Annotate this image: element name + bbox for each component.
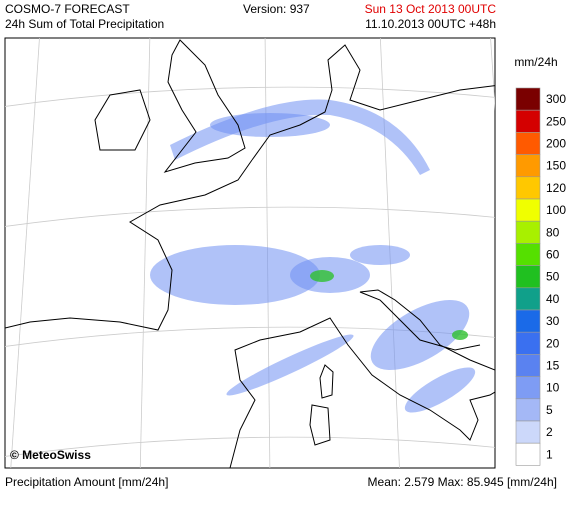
legend-label: 15	[546, 359, 560, 373]
legend-swatch	[515, 354, 541, 377]
precipitation	[150, 99, 476, 413]
footer-left: Precipitation Amount [mm/24h]	[5, 475, 168, 489]
run-time: 11.10.2013 00UTC +48h	[365, 17, 496, 31]
legend-swatch	[515, 87, 541, 111]
legend-swatch	[515, 420, 541, 444]
legend-swatch	[515, 287, 541, 311]
legend-swatch	[515, 109, 541, 133]
legend-unit: mm/24h	[514, 55, 557, 69]
legend-label: 30	[546, 314, 560, 328]
legend-swatch	[515, 220, 541, 244]
legend-swatch	[515, 154, 541, 178]
legend-swatch	[515, 132, 541, 155]
legend-swatch	[515, 331, 541, 355]
graticule	[5, 38, 495, 468]
legend-swatch	[515, 198, 541, 222]
legend-swatch	[515, 309, 541, 333]
legend-label: 50	[546, 270, 560, 284]
legend-label: 1	[546, 447, 553, 461]
legend-swatch	[515, 265, 541, 289]
map: © MeteoSwiss	[4, 37, 496, 469]
legend-swatch	[515, 376, 541, 400]
legend-label: 60	[546, 248, 560, 262]
legend-label: 80	[546, 225, 560, 239]
subtitle: 24h Sum of Total Precipitation	[5, 17, 164, 31]
legend-swatch	[515, 243, 541, 266]
title: COSMO-7 FORECAST	[5, 2, 130, 16]
legend-label: 300	[546, 92, 566, 106]
legend-swatch	[515, 398, 541, 422]
valid-time: Sun 13 Oct 2013 00UTC	[365, 2, 497, 16]
legend-label: 150	[546, 159, 566, 173]
legend-label: 120	[546, 181, 566, 195]
legend-label: 100	[546, 203, 566, 217]
legend-swatch	[515, 176, 541, 200]
legend: 300 250 200 150 120 100 80 60 50 40 30 20 15 10 5 2 1	[515, 87, 566, 466]
legend-label: 5	[546, 403, 553, 417]
version: Version: 937	[243, 2, 310, 16]
legend-label: 250	[546, 114, 566, 128]
legend-label: 10	[546, 381, 560, 395]
legend-label: 2	[546, 425, 553, 439]
coastlines	[5, 39, 495, 468]
footer-right: Mean: 2.579 Max: 85.945 [mm/24h]	[368, 475, 557, 489]
legend-swatch	[515, 442, 541, 466]
legend-label: 200	[546, 137, 566, 151]
legend-label: 40	[546, 292, 560, 306]
legend-label: 20	[546, 336, 560, 350]
credit: © MeteoSwiss	[10, 448, 91, 462]
